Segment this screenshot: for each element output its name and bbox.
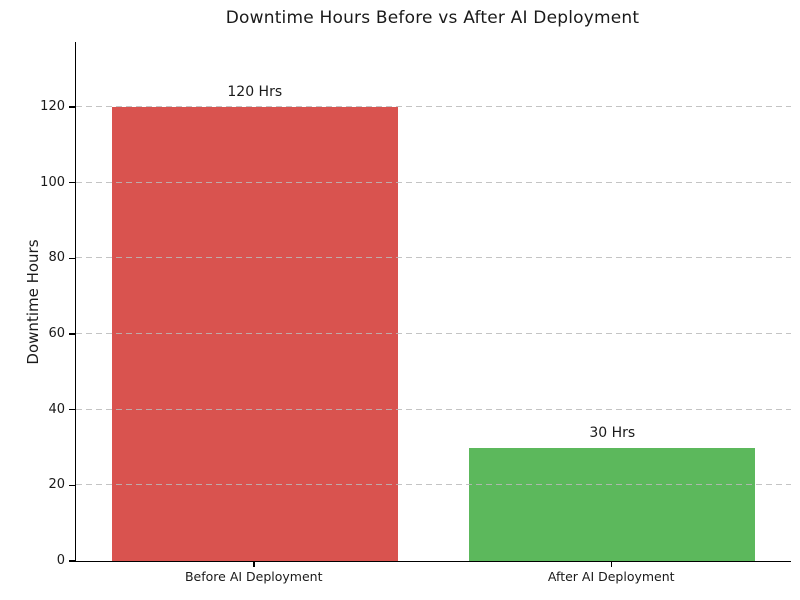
y-tick-label-0: 0 — [56, 553, 65, 568]
gridline-y-100 — [76, 181, 791, 183]
gridline-y-120 — [76, 106, 791, 108]
y-tick-label-60: 60 — [48, 326, 65, 342]
y-tick-label-100: 100 — [40, 174, 65, 190]
y-tick-label-120: 120 — [40, 99, 65, 115]
gridline-y-40 — [76, 408, 791, 410]
bar-value-label-after-ai-deployment: 30 Hrs — [589, 424, 636, 441]
x-tick-label-after-ai-deployment: After AI Deployment — [547, 569, 675, 584]
y-tick-mark — [69, 484, 75, 487]
x-tick-mark — [253, 562, 255, 567]
y-tick-label-40: 40 — [48, 401, 65, 417]
y-axis-label: Downtime Hours — [24, 239, 42, 365]
y-tick-mark — [69, 560, 75, 562]
y-tick-mark — [69, 181, 75, 184]
x-tick-label-before-ai-deployment: Before AI Deployment — [184, 569, 323, 584]
bar-after-ai-deployment — [469, 447, 756, 561]
x-tick-mark — [610, 562, 612, 567]
y-tick-mark — [69, 333, 75, 335]
gridline-y-80 — [76, 257, 791, 259]
chart-title: Downtime Hours Before vs After AI Deploy… — [225, 8, 640, 28]
y-tick-mark — [69, 106, 75, 108]
y-tick-label-80: 80 — [48, 250, 65, 266]
y-tick-mark — [69, 257, 75, 260]
y-tick-label-20: 20 — [48, 477, 65, 493]
y-tick-mark — [69, 408, 75, 411]
plot-area: 120 Hrs 30 Hrs — [75, 42, 791, 562]
bar-value-label-before-ai-deployment: 120 Hrs — [227, 84, 283, 101]
gridline-y-20 — [76, 484, 791, 486]
gridline-y-60 — [76, 333, 791, 335]
